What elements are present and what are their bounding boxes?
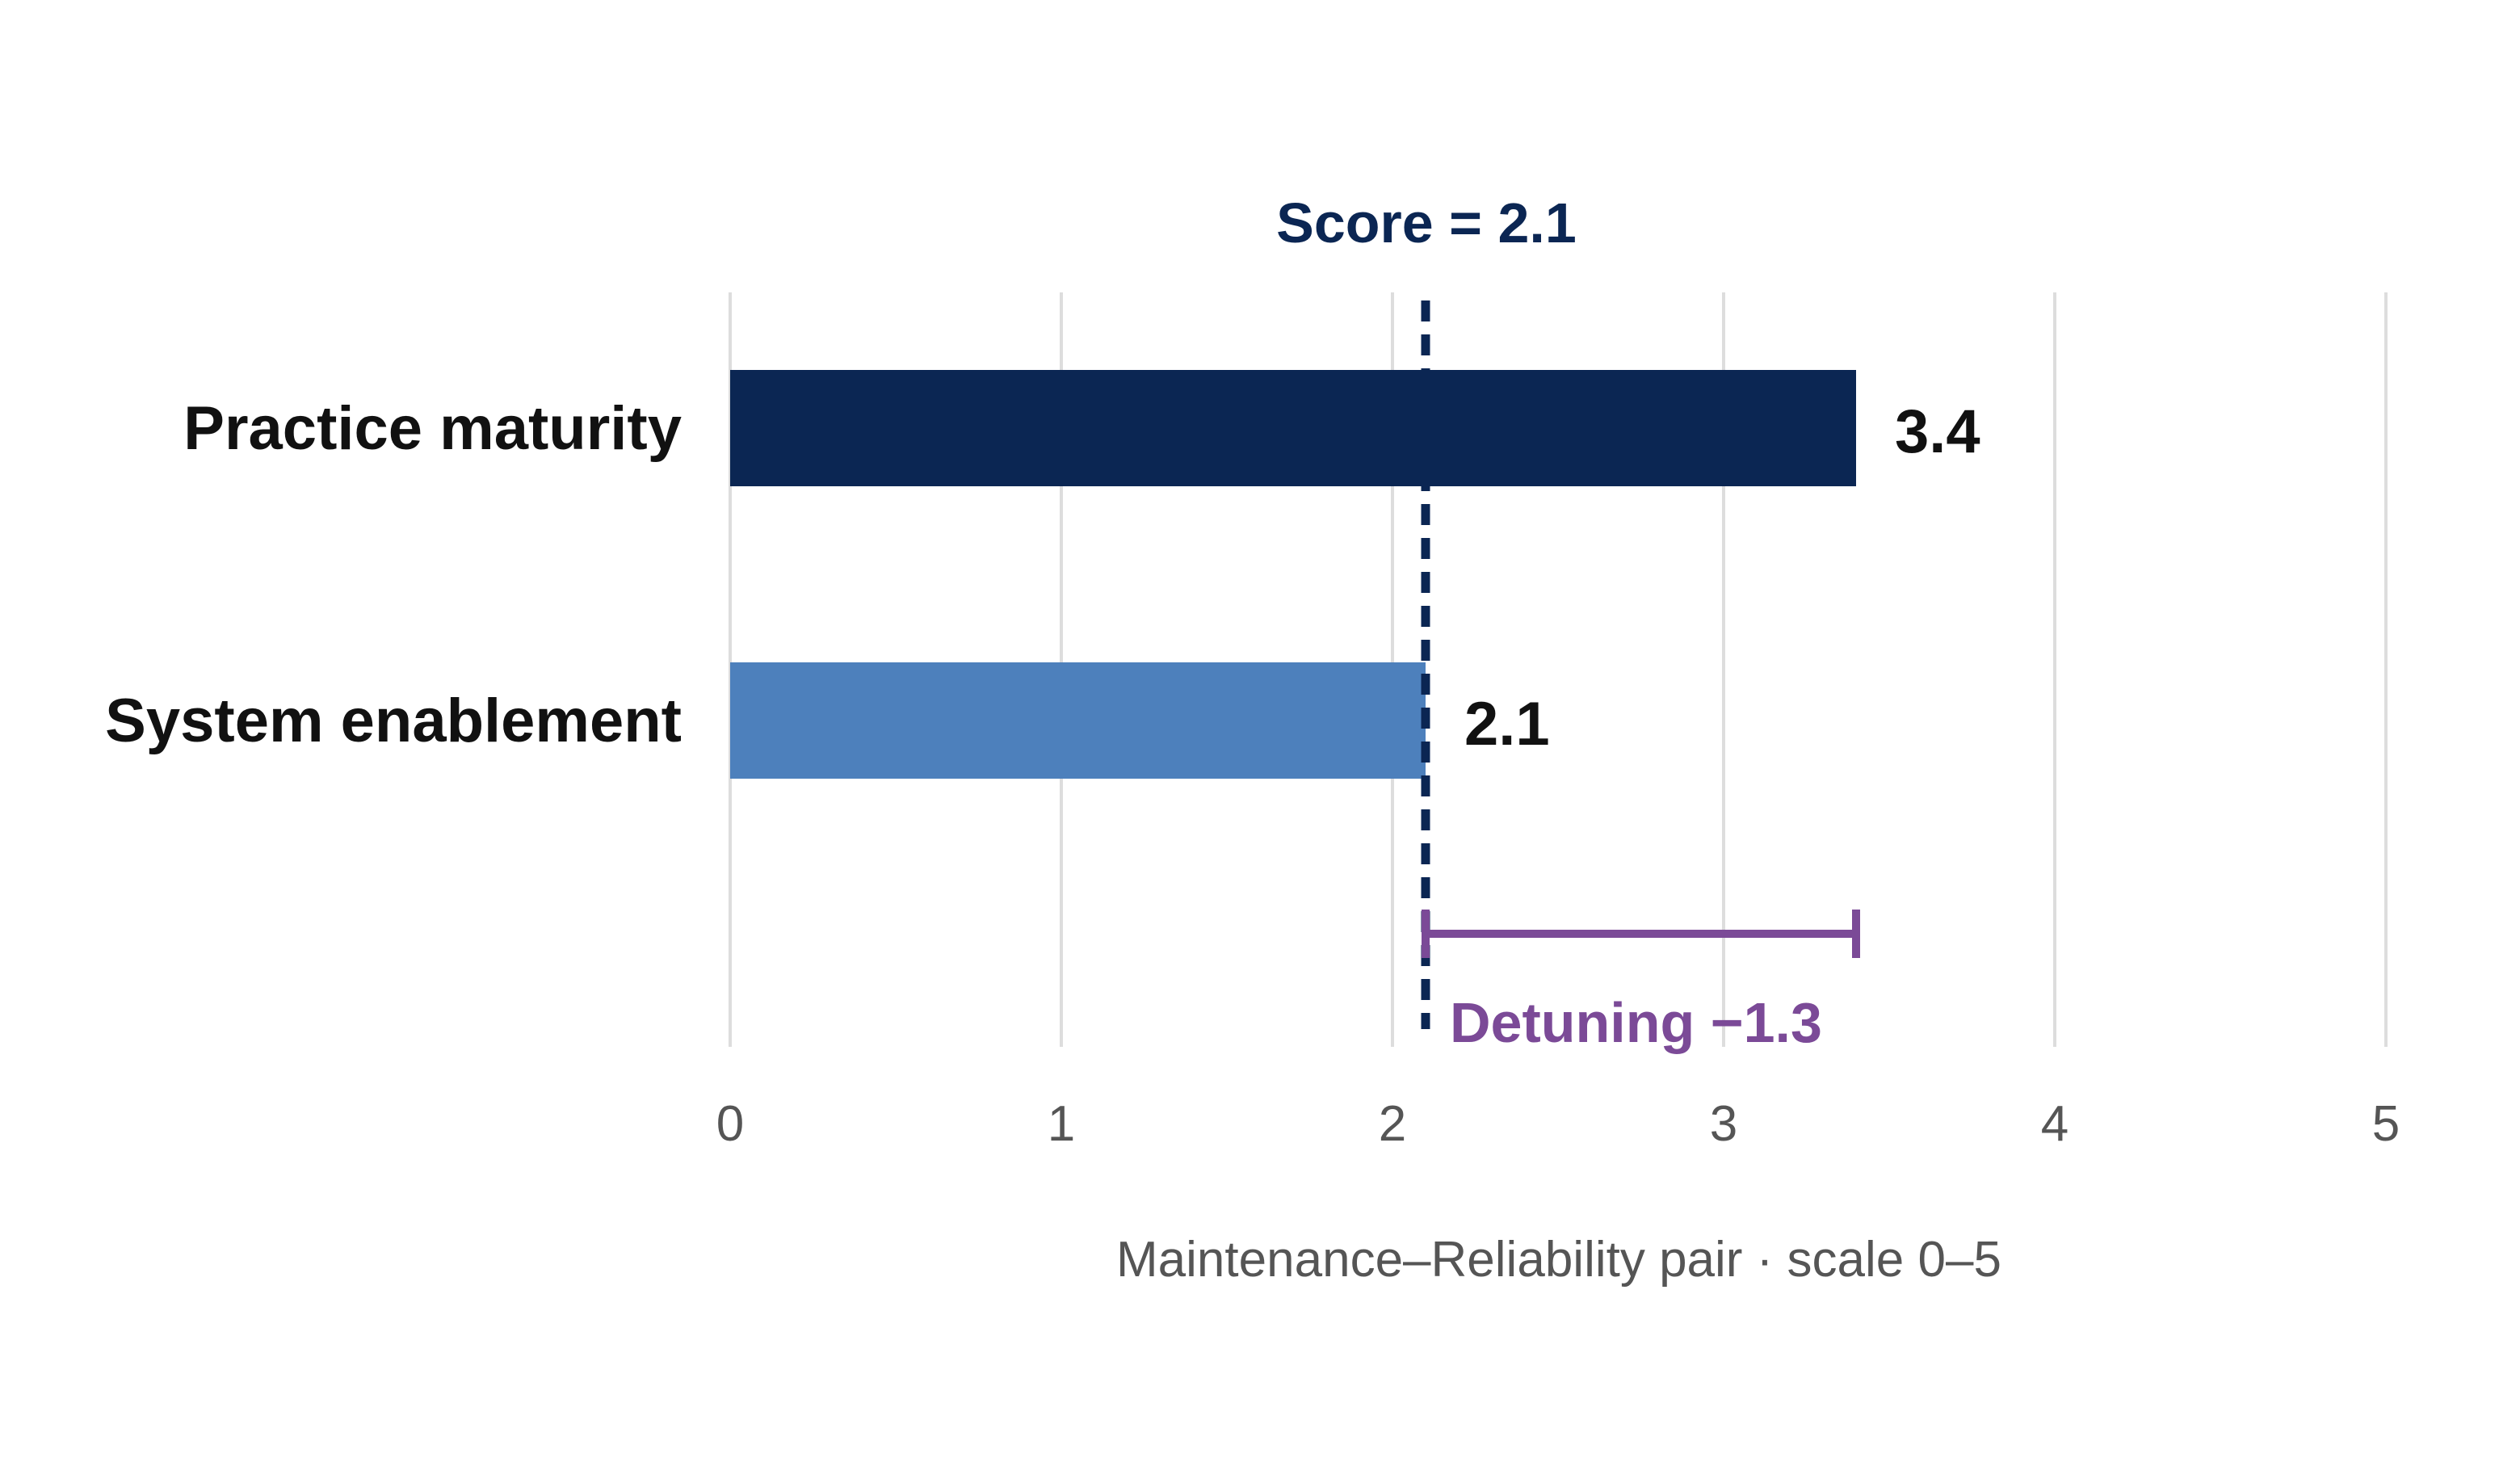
x-tick-label-1: 1 [1048, 1096, 1075, 1152]
x-tick-label-2: 2 [1379, 1096, 1406, 1152]
value-label-practice-maturity: 3.4 [1895, 397, 1980, 466]
gap-annotation-label: Detuning −1.3 [1450, 991, 1822, 1054]
x-tick-label-4: 4 [2041, 1096, 2068, 1152]
reference-line-label: Score = 2.1 [1276, 191, 1577, 254]
x-tick-label-5: 5 [2372, 1096, 2400, 1152]
labels: Score = 2.1 Detuning −1.3 Maintenance–Re… [105, 191, 2400, 1288]
gap-annotation-group [1422, 910, 1860, 958]
category-label-practice-maturity: Practice maturity [183, 394, 682, 463]
bar-system-enablement [730, 662, 1426, 779]
value-label-system-enablement: 2.1 [1464, 690, 1550, 758]
x-axis-title: Maintenance–Reliability pair · scale 0–5 [1116, 1232, 2001, 1288]
bar-practice-maturity [730, 370, 1856, 486]
bars [730, 370, 1856, 779]
x-tick-label-0: 0 [716, 1096, 744, 1152]
x-tick-label-3: 3 [1710, 1096, 1737, 1152]
category-label-system-enablement: System enablement [105, 687, 682, 755]
